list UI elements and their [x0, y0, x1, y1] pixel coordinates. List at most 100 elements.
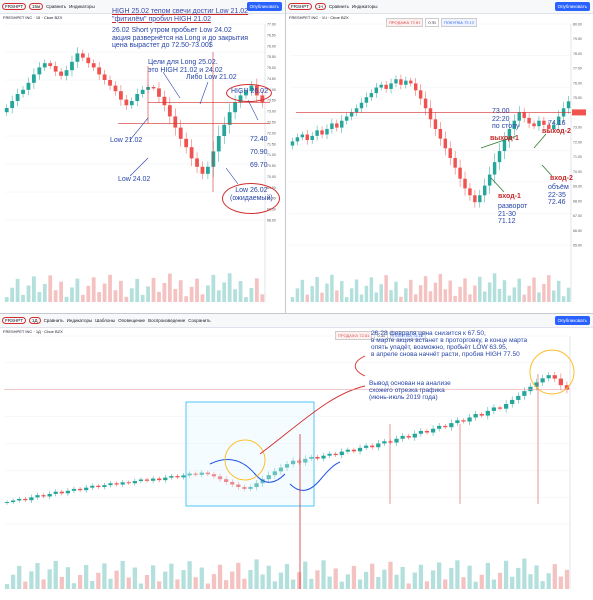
volume-bar: [48, 275, 53, 302]
chart-15m-svg[interactable]: 77.00 76.50 76.00 75.50 75.00 74.50 74.00 73.50…: [0, 0, 285, 313]
symbol-button[interactable]: FRSHPT: [2, 3, 26, 10]
volume-bar: [169, 563, 174, 589]
volume-bar: [522, 294, 526, 302]
replay-button[interactable]: Воспроизведение: [148, 318, 186, 323]
candle-body: [217, 476, 223, 480]
candle-body: [339, 451, 344, 456]
publish-button[interactable]: Опубликовать: [246, 2, 282, 11]
volume-bar: [564, 569, 570, 589]
price-tick-label: 76.50: [267, 33, 276, 37]
volume-bar: [455, 560, 460, 589]
candle-body: [162, 96, 167, 106]
candle-body: [290, 460, 296, 465]
candle-body: [195, 158, 199, 167]
volume-bar: [42, 283, 47, 302]
interval-button[interactable]: 15м: [29, 3, 44, 10]
volume-bar: [503, 560, 509, 589]
volume-bar: [497, 289, 502, 302]
price-tick-label: 68.00: [573, 199, 582, 203]
volume-bar: [438, 273, 443, 302]
annotation-forecast: 26-28 февраля цена снизится к 67.50, в м…: [371, 330, 528, 359]
candle-body: [547, 124, 551, 129]
volume-bar: [47, 569, 52, 589]
volume-bar: [363, 571, 369, 589]
candle-body: [382, 441, 387, 444]
price-tick-label: 65.00: [573, 244, 582, 248]
price-tick-label: 75.00: [267, 66, 276, 70]
compare-button[interactable]: Сравнить: [328, 4, 349, 9]
candle-body: [552, 124, 556, 129]
candle-body: [199, 472, 204, 475]
symbol-title: FRESHPET INC · 15 · Cboe BZX: [3, 15, 63, 20]
compare-button[interactable]: Сравнить: [46, 4, 67, 9]
annotation-short-2602: 26.02 Short утром пробьет Low 24.02 акци…: [112, 27, 249, 50]
candle-body: [404, 80, 408, 85]
interval-button[interactable]: 1ч: [315, 3, 326, 10]
alert-button[interactable]: Оповещение: [118, 318, 146, 323]
templates-button[interactable]: Шаблоны: [95, 318, 116, 323]
volume-bar: [199, 567, 204, 589]
trade-widget[interactable]: ПРОДАЖА 72.81 0.31 ПОКУПКА 73.12: [386, 18, 478, 27]
volume-bar: [97, 292, 102, 302]
volume-bar: [404, 288, 408, 302]
chart-1d-svg[interactable]: [0, 314, 593, 600]
trade-widget[interactable]: ПРОДАЖА 72.81 0.31 ПОКУПКА 73.12: [335, 331, 427, 340]
sell-button[interactable]: ПРОДАЖА 72.81: [386, 18, 424, 27]
candle-body: [473, 414, 478, 418]
candle-body: [528, 386, 533, 392]
candle-body: [327, 453, 332, 456]
candle-body: [96, 485, 101, 488]
volume-bar: [461, 577, 466, 589]
candle-body: [532, 123, 536, 127]
buy-button[interactable]: ПОКУПКА 73.12: [390, 331, 427, 340]
candle-body: [132, 481, 137, 484]
candle-body: [108, 80, 112, 86]
volume-bar: [90, 581, 95, 589]
candle-body: [120, 482, 125, 485]
save-button[interactable]: Сохранить: [188, 318, 211, 323]
candle-body: [394, 79, 398, 84]
candle-body: [540, 378, 545, 383]
projection-curve-2: [289, 461, 341, 491]
candle-body: [32, 74, 36, 83]
volume-bar: [479, 574, 484, 589]
volume-bar: [35, 563, 40, 589]
candle-body: [487, 174, 492, 186]
indicators-button[interactable]: Индикаторы: [351, 4, 378, 9]
candle-body: [224, 479, 229, 483]
interval-button[interactable]: 1Д: [29, 317, 41, 324]
indicators-button[interactable]: Индикаторы: [66, 318, 93, 323]
candle-body: [227, 112, 232, 125]
candle-body: [527, 117, 531, 124]
chart-1h-svg[interactable]: 80.0079.0078.0077.0076.0075.0074.0073.00…: [286, 0, 593, 313]
toolbar-15m: FRSHPT 15м Сравнить Индикаторы: [0, 0, 285, 14]
publish-button[interactable]: Опубликовать: [554, 316, 590, 325]
candle-body: [430, 428, 436, 433]
volume-bar: [96, 572, 101, 589]
annotation-exit2: выход-2: [542, 128, 571, 135]
high-2602-oval: [226, 84, 272, 102]
symbol-title: FRESHPET INC · 1Ч · Cboe BZX: [289, 15, 349, 20]
price-69-70: 69.70: [250, 162, 268, 169]
volume-bar: [200, 294, 205, 302]
indicators-button[interactable]: Индикаторы: [69, 4, 95, 9]
candle-body: [211, 151, 216, 167]
candle-body: [522, 112, 526, 118]
candle-body: [140, 89, 145, 94]
volume-bar: [418, 564, 424, 589]
symbol-button[interactable]: FRSHPT: [288, 3, 312, 10]
volume-bar: [497, 572, 503, 589]
symbol-button[interactable]: FRSHPT: [2, 317, 26, 324]
compare-button[interactable]: Сравнить: [43, 318, 64, 323]
volume-bar: [357, 579, 363, 589]
candle-body: [321, 455, 326, 459]
volume-bar: [114, 570, 119, 589]
volume-bar: [458, 286, 462, 302]
publish-button[interactable]: Опубликовать: [554, 2, 590, 11]
sell-button[interactable]: ПРОДАЖА 72.81: [335, 331, 373, 340]
volume-bar: [345, 574, 350, 589]
buy-button[interactable]: ПОКУПКА 73.12: [441, 18, 478, 27]
candle-body: [406, 435, 411, 438]
volume-bar: [339, 581, 344, 589]
candle-body: [497, 407, 503, 409]
